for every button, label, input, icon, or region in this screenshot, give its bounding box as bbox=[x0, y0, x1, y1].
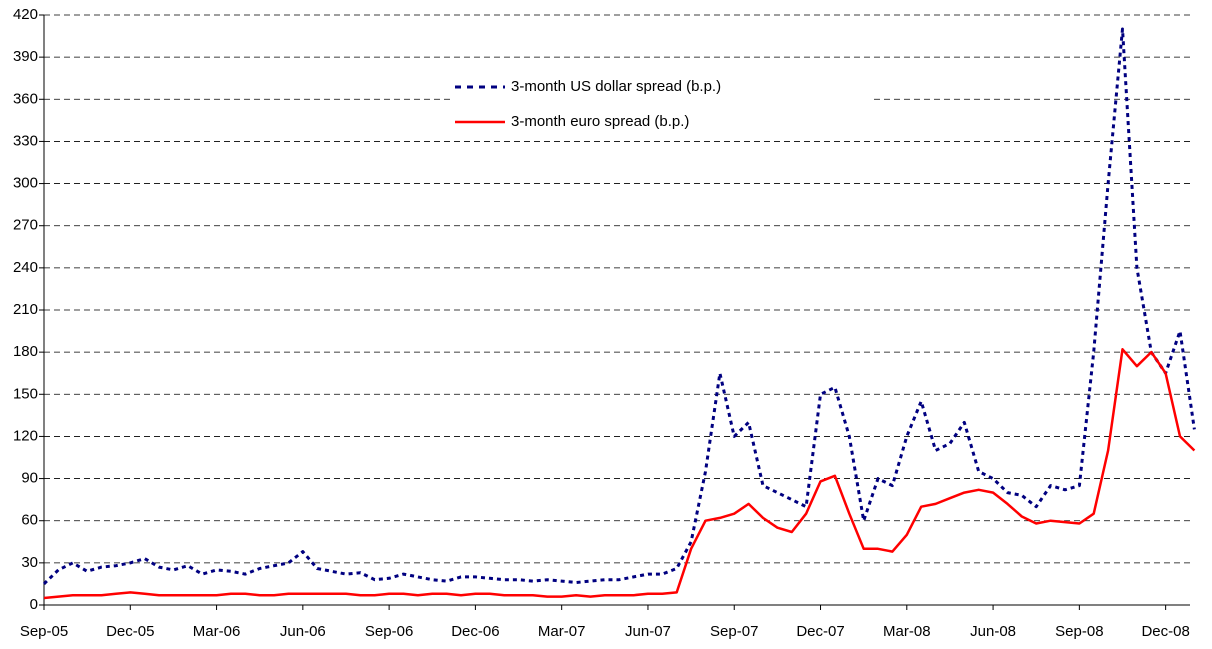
y-tick-label: 60 bbox=[21, 512, 38, 529]
legend-label: 3-month US dollar spread (b.p.) bbox=[511, 78, 721, 95]
x-tick-label: Dec-08 bbox=[1141, 623, 1189, 640]
legend-label: 3-month euro spread (b.p.) bbox=[511, 113, 689, 130]
x-tick-label: Dec-05 bbox=[106, 623, 154, 640]
x-tick-label: Dec-07 bbox=[796, 623, 844, 640]
y-tick-label: 330 bbox=[13, 132, 38, 149]
y-tick-label: 300 bbox=[13, 175, 38, 192]
y-tick-label: 240 bbox=[13, 259, 38, 276]
y-tick-label: 360 bbox=[13, 90, 38, 107]
y-tick-label: 210 bbox=[13, 301, 38, 318]
series-line bbox=[42, 27, 1196, 585]
x-tick-label: Sep-08 bbox=[1055, 623, 1103, 640]
x-tick-label: Jun-06 bbox=[280, 623, 326, 640]
x-tick-label: Dec-06 bbox=[451, 623, 499, 640]
x-tick-label: Jun-07 bbox=[625, 623, 671, 640]
x-tick-label: Mar-06 bbox=[193, 623, 241, 640]
x-tick-label: Sep-07 bbox=[710, 623, 758, 640]
x-tick-label: Mar-07 bbox=[538, 623, 586, 640]
y-tick-label: 180 bbox=[13, 343, 38, 360]
y-tick-label: 30 bbox=[21, 554, 38, 571]
legend-box bbox=[450, 70, 870, 140]
y-tick-label: 0 bbox=[30, 596, 38, 613]
y-tick-label: 270 bbox=[13, 217, 38, 234]
x-tick-label: Sep-05 bbox=[20, 623, 68, 640]
x-tick-label: Jun-08 bbox=[970, 623, 1016, 640]
y-tick-label: 420 bbox=[13, 6, 38, 23]
series-line bbox=[43, 348, 1196, 600]
x-tick-label: Mar-08 bbox=[883, 623, 931, 640]
x-tick-label: Sep-06 bbox=[365, 623, 413, 640]
y-tick-label: 120 bbox=[13, 427, 38, 444]
y-tick-label: 390 bbox=[13, 48, 38, 65]
y-tick-label: 90 bbox=[21, 470, 38, 487]
y-tick-label: 150 bbox=[13, 385, 38, 402]
